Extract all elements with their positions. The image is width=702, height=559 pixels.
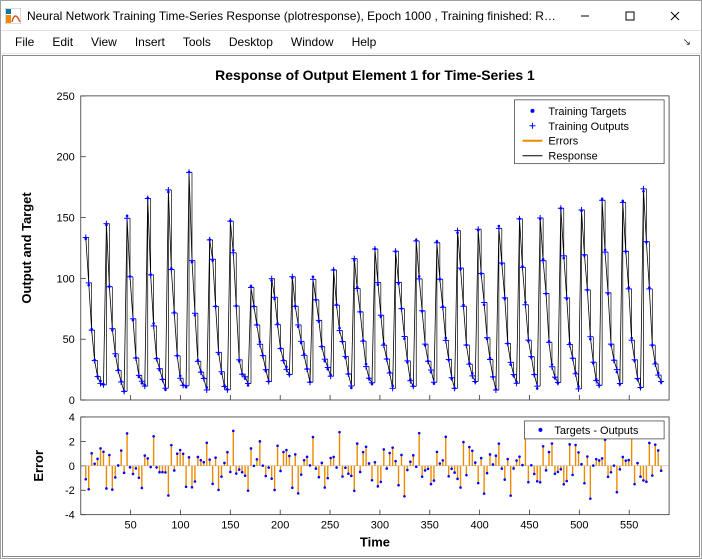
svg-text:50: 50 — [63, 335, 75, 347]
figure-area[interactable]: Response of Output Element 1 for Time-Se… — [2, 55, 700, 557]
menu-bar: File Edit View Insert Tools Desktop Wind… — [1, 31, 701, 54]
maximize-button[interactable] — [607, 1, 652, 30]
svg-text:500: 500 — [570, 520, 588, 532]
svg-text:0: 0 — [69, 395, 75, 407]
svg-text:250: 250 — [321, 520, 339, 532]
app-window: Neural Network Training Time-Series Resp… — [0, 0, 702, 559]
svg-text:4: 4 — [69, 412, 75, 424]
title-bar: Neural Network Training Time-Series Resp… — [1, 1, 701, 31]
app-icon — [5, 8, 21, 24]
svg-text:200: 200 — [271, 520, 289, 532]
svg-text:50: 50 — [125, 520, 137, 532]
svg-text:Time: Time — [360, 535, 390, 550]
svg-text:150: 150 — [221, 520, 239, 532]
svg-text:350: 350 — [421, 520, 439, 532]
minimize-button[interactable] — [562, 1, 607, 30]
svg-text:Errors: Errors — [548, 136, 578, 148]
svg-text:200: 200 — [57, 152, 75, 164]
menu-file[interactable]: File — [7, 33, 42, 51]
svg-text:Response of Output Element 1 f: Response of Output Element 1 for Time-Se… — [215, 67, 535, 83]
menu-insert[interactable]: Insert — [127, 33, 173, 51]
svg-text:150: 150 — [57, 213, 75, 225]
svg-text:400: 400 — [470, 520, 488, 532]
svg-text:Error: Error — [31, 450, 46, 482]
svg-text:Training Outputs: Training Outputs — [548, 121, 629, 133]
svg-text:300: 300 — [371, 520, 389, 532]
svg-text:-2: -2 — [65, 486, 75, 498]
menu-tools[interactable]: Tools — [175, 33, 219, 51]
menu-window[interactable]: Window — [283, 33, 342, 51]
svg-text:100: 100 — [171, 520, 189, 532]
svg-text:-4: -4 — [65, 510, 75, 522]
menu-desktop[interactable]: Desktop — [221, 33, 281, 51]
svg-text:250: 250 — [57, 91, 75, 103]
svg-text:450: 450 — [520, 520, 538, 532]
svg-text:Targets - Outputs: Targets - Outputs — [554, 425, 639, 437]
window-title: Neural Network Training Time-Series Resp… — [27, 9, 562, 23]
svg-text:Output and Target: Output and Target — [19, 192, 34, 304]
svg-text:2: 2 — [69, 437, 75, 449]
menu-edit[interactable]: Edit — [44, 33, 81, 51]
svg-text:550: 550 — [620, 520, 638, 532]
svg-text:0: 0 — [69, 461, 75, 473]
svg-text:100: 100 — [57, 274, 75, 286]
menu-view[interactable]: View — [83, 33, 125, 51]
close-button[interactable] — [652, 1, 697, 30]
window-buttons — [562, 1, 697, 30]
dock-arrow-icon[interactable]: ↘ — [683, 37, 695, 48]
svg-text:Training Targets: Training Targets — [548, 106, 626, 118]
plot-canvas: Response of Output Element 1 for Time-Se… — [3, 56, 699, 556]
svg-text:Response: Response — [548, 151, 597, 163]
menu-help[interactable]: Help — [344, 33, 385, 51]
